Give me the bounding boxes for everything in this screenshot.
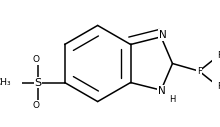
Text: O: O [33,55,40,64]
Text: F: F [218,51,220,60]
Text: N: N [159,30,167,40]
Text: CH₃: CH₃ [0,78,11,87]
Text: S: S [35,77,42,88]
Text: F: F [218,82,220,91]
Text: N: N [158,86,166,96]
Text: O: O [33,101,40,110]
Text: F: F [197,67,202,76]
Text: H: H [169,95,176,104]
